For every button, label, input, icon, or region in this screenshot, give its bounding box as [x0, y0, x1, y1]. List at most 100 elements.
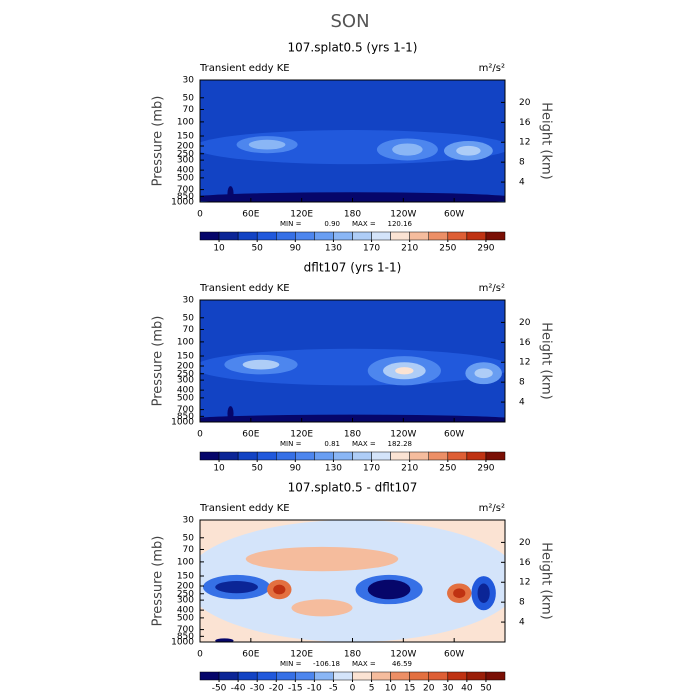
colorbar-label: -20: [269, 684, 284, 694]
colorbar-box: [428, 231, 449, 241]
colorbar-box: [466, 671, 487, 681]
colorbar-label: 170: [363, 244, 380, 254]
y-tick-label: 250: [177, 149, 194, 159]
colorbar-box: [428, 671, 449, 681]
y-tick-label: 200: [177, 582, 194, 592]
y-tick-label: 300: [177, 376, 194, 386]
colorbar-box: [485, 231, 506, 241]
left-label: Transient eddy KE: [199, 283, 290, 294]
x-tick-label: 60E: [242, 650, 259, 660]
colorbar-box: [390, 671, 410, 681]
colorbar-label: -5: [329, 684, 338, 694]
y-tick-label: 700: [177, 185, 194, 195]
colorbar-label: 50: [480, 684, 492, 694]
y2-axis-label: Height (km): [539, 102, 554, 179]
stat-value: 0.90: [324, 220, 340, 228]
colorbar-box: [409, 671, 429, 681]
colorbar-label: 250: [439, 244, 456, 254]
y-tick-label: 200: [177, 362, 194, 372]
y-tick-label: 300: [177, 156, 194, 166]
contour-region: [453, 588, 466, 599]
y-tick-label: 200: [177, 142, 194, 152]
colorbar-box: [199, 451, 220, 461]
y-tick-label: 150: [177, 351, 194, 361]
y-tick-label: 50: [183, 533, 195, 543]
units: m²/s²: [479, 63, 505, 74]
colorbar-box: [276, 671, 296, 681]
colorbar-box: [237, 231, 258, 241]
colorbar-label: 30: [442, 684, 454, 694]
contour-region: [200, 192, 505, 202]
contour-region: [291, 599, 353, 617]
y2-tick-label: 8: [519, 158, 525, 168]
x-tick-label: 120W: [390, 210, 416, 220]
y-tick-label: 50: [183, 93, 195, 103]
stat-value: 0.81: [324, 440, 340, 448]
panel-title: dflt107 (yrs 1-1): [304, 261, 402, 275]
field: [200, 300, 505, 422]
x-tick-label: 120W: [390, 430, 416, 440]
x-tick-label: 120E: [290, 430, 313, 440]
x-tick-label: 120W: [390, 650, 416, 660]
contour-region: [227, 406, 234, 421]
colorbar-box: [218, 671, 239, 681]
colorbar-box: [218, 451, 239, 461]
colorbar-box: [333, 451, 353, 461]
y-tick-label: 1000: [171, 418, 194, 428]
x-tick-label: 60E: [242, 210, 259, 220]
colorbar-box: [333, 671, 353, 681]
colorbar-label: -50: [212, 684, 227, 694]
stat-name: MIN =: [280, 660, 302, 668]
contour-region: [242, 359, 280, 370]
left-label: Transient eddy KE: [199, 63, 290, 74]
colorbar-box: [314, 451, 334, 461]
y-tick-label: 30: [183, 296, 195, 306]
contour-region: [477, 583, 490, 603]
colorbar-label: 15: [404, 684, 415, 694]
colorbar-box: [314, 231, 334, 241]
y2-tick-label: 12: [519, 138, 530, 148]
panel-title: 107.splat0.5 (yrs 1-1): [288, 41, 418, 55]
colorbar-box: [371, 231, 391, 241]
colorbar-label: -15: [288, 684, 303, 694]
colorbar-box: [485, 671, 506, 681]
colorbar-box: [390, 231, 410, 241]
colorbar-label: 130: [325, 244, 342, 254]
colorbar-label: 130: [325, 464, 342, 474]
y-tick-label: 100: [177, 117, 194, 127]
y2-axis-label: Height (km): [539, 542, 554, 619]
y-tick-label: 300: [177, 596, 194, 606]
y2-tick-label: 16: [519, 558, 531, 568]
x-tick-label: 60W: [444, 430, 464, 440]
y-tick-label: 850: [177, 192, 194, 202]
contour-region: [227, 186, 234, 201]
y-tick-label: 70: [183, 325, 195, 335]
contour-region: [245, 546, 399, 572]
x-tick-label: 120E: [290, 210, 313, 220]
colorbar-label: 10: [385, 684, 397, 694]
y-tick-label: 500: [177, 173, 194, 183]
y-axis-label: Pressure (mb): [151, 96, 166, 187]
colorbar-box: [218, 231, 239, 241]
y-tick-label: 700: [177, 405, 194, 415]
y-tick-label: 100: [177, 557, 194, 567]
colorbar-box: [237, 671, 258, 681]
colorbar-box: [409, 231, 429, 241]
colorbar-box: [256, 231, 277, 241]
y2-axis-label: Height (km): [539, 322, 554, 399]
colorbar-box: [256, 451, 277, 461]
colorbar-label: 5: [369, 684, 375, 694]
colorbar-box: [295, 231, 315, 241]
y2-tick-label: 20: [519, 318, 531, 328]
y-tick-label: 250: [177, 369, 194, 379]
x-tick-label: 60W: [444, 650, 464, 660]
colorbar-box: [352, 671, 372, 681]
colorbar-box: [371, 451, 391, 461]
colorbar-box: [409, 451, 429, 461]
stat-name: MIN =: [280, 440, 302, 448]
colorbar-label: 90: [290, 464, 302, 474]
y2-tick-label: 16: [519, 118, 531, 128]
contour-region: [474, 368, 493, 379]
contour-region: [248, 139, 286, 150]
colorbar-box: [428, 451, 449, 461]
